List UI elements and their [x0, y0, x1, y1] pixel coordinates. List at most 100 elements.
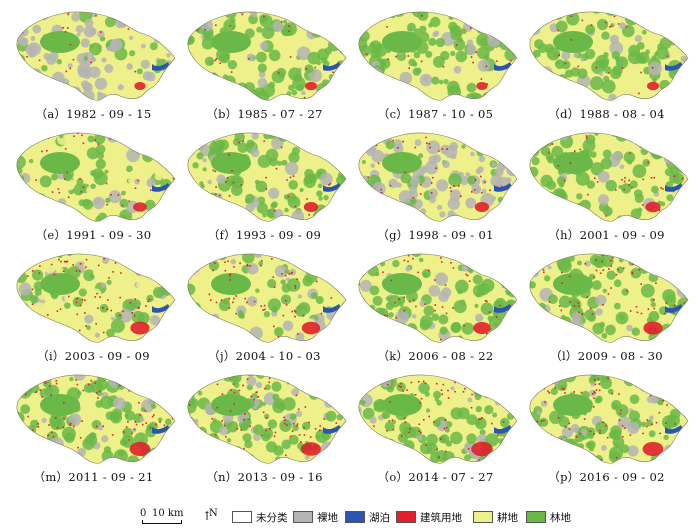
bare-patch: [505, 152, 512, 159]
built-up-pixel: [27, 380, 29, 382]
forest-patch: [641, 29, 647, 35]
crop-patch: [154, 141, 160, 147]
bare-patch: [24, 85, 30, 91]
built-up-pixel: [131, 312, 133, 314]
built-up-pixel: [440, 389, 443, 391]
forest-patch: [258, 261, 263, 266]
built-up-pixel: [428, 415, 430, 418]
built-up-pixel: [288, 273, 290, 275]
built-up-pixel: [593, 391, 595, 393]
built-up-pixel: [52, 436, 55, 438]
built-up-pixel: [171, 338, 174, 341]
bare-patch: [25, 19, 31, 25]
bare-patch: [36, 11, 50, 21]
bare-patch: [138, 18, 145, 25]
bare-patch: [370, 163, 376, 169]
forest-patch: [234, 132, 245, 143]
built-up-pixel: [670, 383, 673, 385]
built-up-pixel: [78, 329, 81, 332]
panel-caption: （e）1991 - 09 - 30: [35, 228, 152, 242]
forest-patch: [479, 429, 486, 436]
built-up-pixel: [570, 39, 573, 41]
crop-patch: [55, 309, 63, 317]
forest-patch: [332, 197, 342, 208]
forest-patch: [165, 403, 174, 412]
forest-patch: [656, 46, 669, 60]
bare-patch: [361, 203, 369, 211]
built-up-pixel: [548, 151, 551, 154]
bare-patch: [18, 320, 28, 330]
built-up-pixel: [294, 287, 297, 289]
built-up-pixel: [244, 413, 246, 415]
bare-patch: [473, 138, 480, 145]
forest-patch: [677, 253, 688, 260]
built-up-pixel: [586, 296, 588, 298]
built-up-pixel: [623, 188, 625, 191]
built-up-pixel: [309, 14, 311, 16]
built-up-pixel: [530, 428, 533, 430]
forest-patch: [267, 278, 277, 289]
forest-patch: [400, 172, 412, 184]
bare-patch: [340, 48, 346, 53]
bare-patch: [648, 61, 662, 76]
built-up-pixel: [51, 191, 54, 193]
forest-patch: [585, 134, 596, 145]
built-up-pixel: [551, 143, 554, 145]
forest-patch: [531, 157, 540, 166]
forest-patch: [610, 67, 622, 80]
built-up-pixel: [398, 298, 401, 301]
built-up-pixel: [506, 400, 509, 403]
built-up-pixel: [317, 272, 320, 275]
forest-patch: [648, 272, 659, 283]
built-up-pixel: [195, 200, 197, 202]
built-up-pixel: [201, 380, 203, 382]
forest-patch: [590, 151, 597, 158]
forest-patch: [378, 93, 388, 101]
bare-patch: [680, 55, 688, 63]
built-up-pixel: [145, 390, 147, 393]
built-up-pixel: [229, 279, 231, 281]
forest-patch: [650, 144, 664, 158]
forest-patch: [69, 376, 74, 382]
built-up-pixel: [232, 383, 235, 385]
bare-patch: [39, 11, 45, 15]
bare-patch: [238, 11, 246, 14]
region-boundary: [358, 132, 518, 222]
forest-patch: [675, 265, 685, 275]
forest-patch: [104, 16, 116, 28]
forest-patch: [504, 275, 512, 283]
built-up-pixel: [665, 302, 668, 304]
forest-patch: [373, 405, 379, 411]
built-up-pixel: [284, 299, 287, 302]
built-up-pixel: [588, 213, 590, 215]
built-up-pixel: [489, 189, 491, 192]
forest-patch: [605, 179, 617, 192]
built-up-pixel: [323, 418, 326, 420]
built-up-pixel: [335, 258, 337, 260]
built-up-pixel: [134, 421, 137, 423]
forest-patch: [225, 91, 234, 100]
built-up-pixel: [686, 423, 688, 426]
built-up-pixel: [573, 305, 576, 307]
built-up-pixel: [18, 183, 20, 185]
forest-patch: [614, 302, 621, 310]
built-up-pixel: [188, 301, 191, 304]
panel-caption: （p）2016 - 09 - 02: [548, 470, 665, 484]
built-up-pixel: [249, 425, 251, 428]
crop-patch: [163, 254, 175, 269]
built-up-pixel: [610, 265, 612, 267]
map-panel-l: （l）2009 - 08 - 30: [521, 246, 692, 367]
built-up-pixel: [445, 450, 447, 453]
bare-patch: [268, 187, 280, 199]
bare-patch: [113, 397, 126, 410]
built-up-pixel: [272, 276, 275, 278]
forest-patch: [121, 434, 135, 448]
forest-patch: [475, 20, 490, 35]
built-up-pixel: [607, 293, 610, 295]
lake-area: [494, 183, 512, 192]
urban-cluster: [471, 441, 493, 457]
forest-patch: [288, 180, 298, 190]
forest-patch: [255, 288, 260, 293]
forest-patch: [358, 71, 365, 78]
map-panel-d: （d）1988 - 08 - 04: [521, 4, 692, 125]
